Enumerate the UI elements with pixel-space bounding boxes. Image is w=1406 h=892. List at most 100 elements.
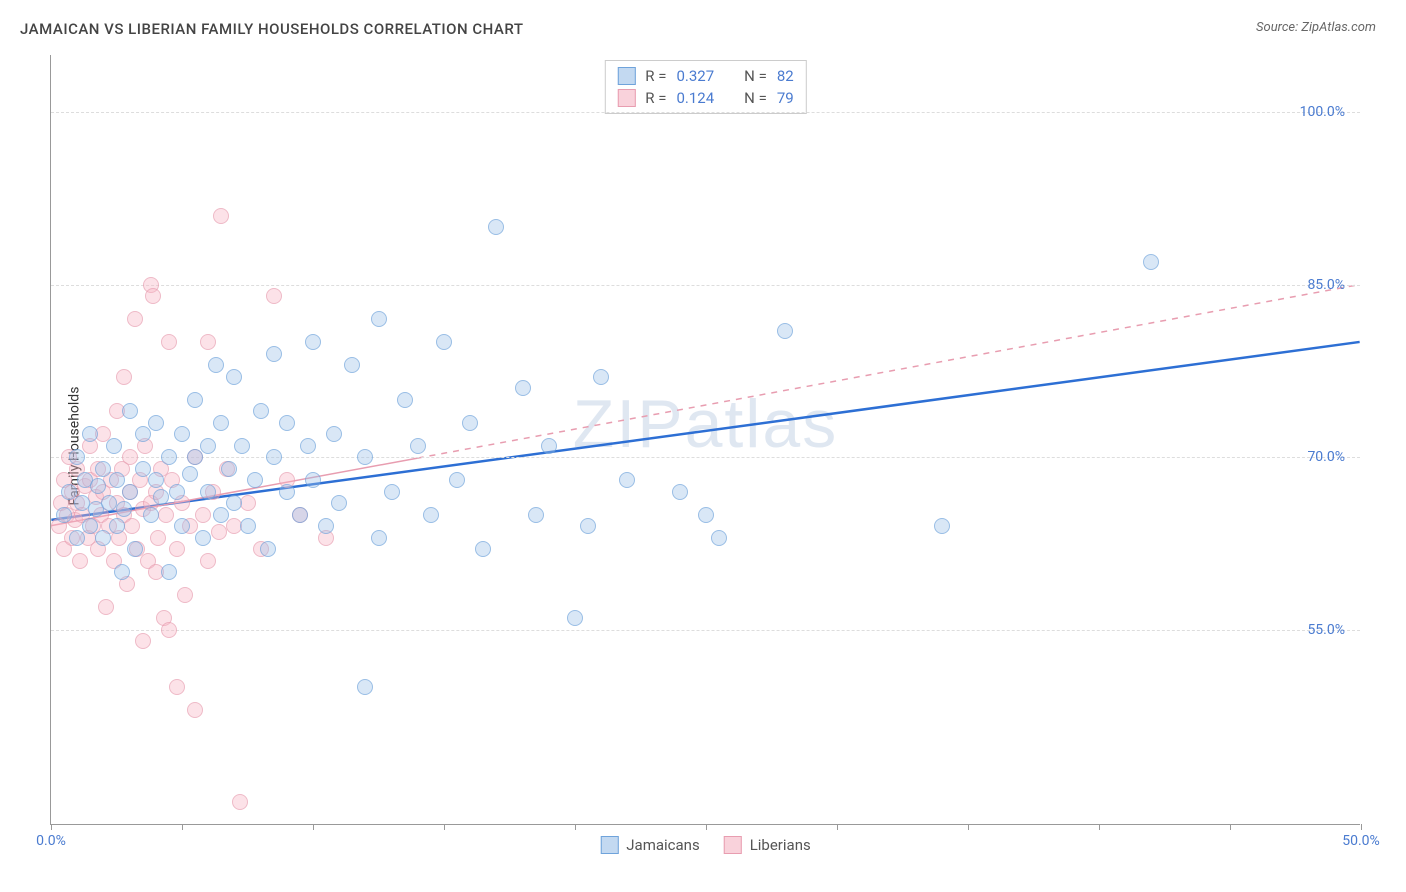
- data-point: [69, 449, 85, 465]
- data-point: [300, 438, 316, 454]
- data-point: [253, 403, 269, 419]
- data-point: [344, 357, 360, 373]
- data-point: [109, 472, 125, 488]
- data-point: [292, 507, 308, 523]
- chart-container: JAMAICAN VS LIBERIAN FAMILY HOUSEHOLDS C…: [0, 0, 1406, 892]
- data-point: [200, 438, 216, 454]
- data-point: [145, 288, 161, 304]
- data-point: [169, 541, 185, 557]
- legend-swatch: [724, 836, 742, 854]
- data-point: [488, 219, 504, 235]
- data-point: [122, 449, 138, 465]
- data-point: [410, 438, 426, 454]
- data-point: [384, 484, 400, 500]
- y-tick-label: 100.0%: [1300, 104, 1345, 120]
- data-point: [174, 518, 190, 534]
- data-point: [515, 380, 531, 396]
- data-point: [266, 449, 282, 465]
- data-point: [106, 438, 122, 454]
- stats-legend-box: R =0.327N =82R =0.124N =79: [604, 60, 806, 114]
- n-value: 82: [777, 67, 794, 85]
- chart-title: JAMAICAN VS LIBERIAN FAMILY HOUSEHOLDS C…: [20, 20, 523, 38]
- data-point: [279, 415, 295, 431]
- x-tick: [1361, 824, 1362, 830]
- data-point: [528, 507, 544, 523]
- data-point: [397, 392, 413, 408]
- source-attribution: Source: ZipAtlas.com: [1256, 20, 1376, 35]
- data-point: [318, 518, 334, 534]
- data-point: [82, 426, 98, 442]
- data-point: [213, 507, 229, 523]
- plot-area: ZIPatlas R =0.327N =82R =0.124N =79 Jama…: [50, 55, 1360, 825]
- data-point: [541, 438, 557, 454]
- stats-row: R =0.327N =82: [617, 65, 793, 87]
- data-point: [174, 426, 190, 442]
- grid-line: [51, 285, 1360, 286]
- stats-row: R =0.124N =79: [617, 87, 793, 109]
- grid-line: [51, 457, 1360, 458]
- x-tick: [837, 824, 838, 830]
- grid-line: [51, 112, 1360, 113]
- data-point: [266, 288, 282, 304]
- data-point: [436, 334, 452, 350]
- data-point: [711, 530, 727, 546]
- x-tick: [313, 824, 314, 830]
- data-point: [148, 415, 164, 431]
- data-point: [357, 449, 373, 465]
- legend-swatch: [617, 89, 635, 107]
- data-point: [200, 484, 216, 500]
- data-point: [1143, 254, 1159, 270]
- data-point: [234, 438, 250, 454]
- legend-item: Jamaicans: [600, 836, 699, 854]
- data-point: [232, 794, 248, 810]
- data-point: [331, 495, 347, 511]
- data-point: [122, 403, 138, 419]
- n-value: 79: [777, 89, 794, 107]
- x-tick-label: 0.0%: [36, 833, 66, 849]
- legend-item: Liberians: [724, 836, 811, 854]
- data-point: [148, 472, 164, 488]
- r-label: R =: [645, 67, 666, 85]
- data-point: [305, 472, 321, 488]
- r-value: 0.327: [676, 67, 714, 85]
- data-point: [98, 599, 114, 615]
- data-point: [260, 541, 276, 557]
- data-point: [226, 495, 242, 511]
- data-point: [326, 426, 342, 442]
- data-point: [208, 357, 224, 373]
- data-point: [127, 541, 143, 557]
- data-point: [593, 369, 609, 385]
- watermark: ZIPatlas: [573, 385, 838, 463]
- data-point: [90, 478, 106, 494]
- legend-swatch: [600, 836, 618, 854]
- data-point: [161, 449, 177, 465]
- data-point: [305, 334, 321, 350]
- data-point: [135, 426, 151, 442]
- n-label: N =: [744, 89, 767, 107]
- data-point: [122, 484, 138, 500]
- data-point: [619, 472, 635, 488]
- data-point: [72, 553, 88, 569]
- data-point: [135, 633, 151, 649]
- data-point: [124, 518, 140, 534]
- data-point: [221, 461, 237, 477]
- y-tick-label: 55.0%: [1307, 622, 1345, 638]
- data-point: [161, 334, 177, 350]
- data-point: [698, 507, 714, 523]
- data-point: [371, 530, 387, 546]
- data-point: [182, 466, 198, 482]
- data-point: [580, 518, 596, 534]
- data-point: [169, 484, 185, 500]
- data-point: [101, 495, 117, 511]
- data-point: [95, 461, 111, 477]
- data-point: [247, 472, 263, 488]
- x-tick: [51, 824, 52, 830]
- data-point: [777, 323, 793, 339]
- data-point: [211, 524, 227, 540]
- data-point: [116, 369, 132, 385]
- data-point: [153, 489, 169, 505]
- data-point: [266, 346, 282, 362]
- data-point: [213, 415, 229, 431]
- x-tick: [575, 824, 576, 830]
- data-point: [371, 311, 387, 327]
